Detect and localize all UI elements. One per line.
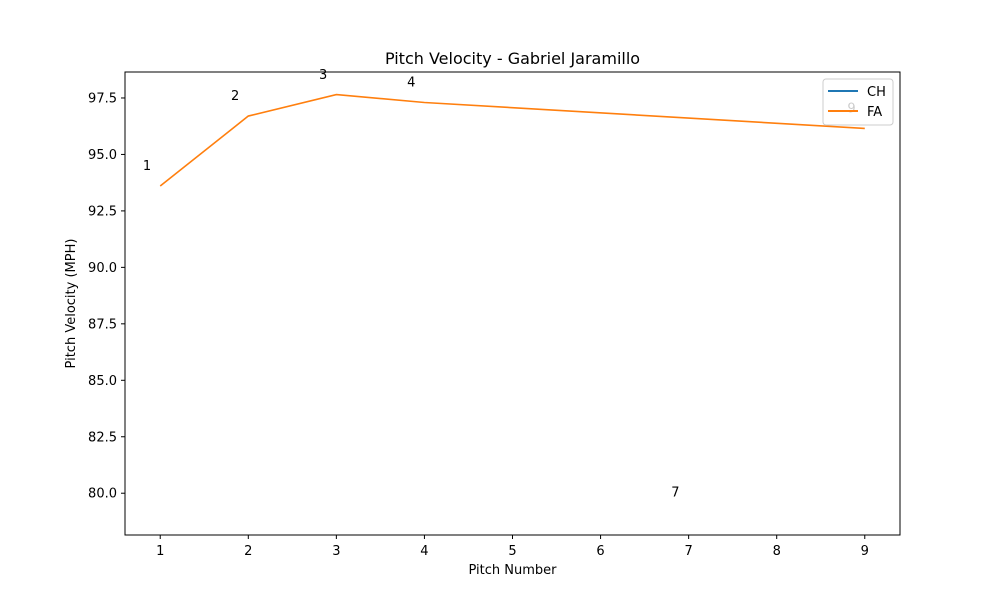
point-annotation: 7 [671, 486, 679, 501]
y-axis-title: Pitch Velocity (MPH) [64, 239, 79, 369]
x-tick-label: 3 [332, 544, 340, 559]
x-tick-label: 1 [156, 544, 164, 559]
series-layer [159, 93, 865, 187]
y-tick-label: 80.0 [88, 487, 117, 502]
x-tick-label: 9 [861, 544, 869, 559]
legend-items: CH FA [828, 85, 886, 120]
y-tick-label: 97.5 [88, 91, 117, 106]
series-line-fa [159, 93, 865, 187]
x-tick-label: 2 [244, 544, 252, 559]
y-tick-label: 85.0 [88, 374, 117, 389]
legend-label-fa: FA [867, 105, 882, 120]
point-annotation: 2 [231, 89, 239, 104]
y-tick-label: 90.0 [88, 261, 117, 276]
y-tick-label: 87.5 [88, 317, 117, 332]
y-tick-label: 92.5 [88, 204, 117, 219]
annotations-layer: 123479 [143, 68, 856, 501]
x-tick-label: 6 [596, 544, 604, 559]
x-tick-label: 4 [420, 544, 428, 559]
point-annotation: 1 [143, 159, 151, 174]
x-tick-label: 5 [508, 544, 516, 559]
y-tick-label: 95.0 [88, 148, 117, 163]
y-ticks: 80.0 82.5 85.0 87.5 90.0 92.5 95.0 97.5 [88, 91, 125, 502]
x-ticks: 1 2 3 4 5 6 7 8 9 [156, 535, 869, 559]
point-annotation: 3 [319, 68, 327, 83]
legend-label-ch: CH [867, 85, 886, 100]
point-annotation: 4 [407, 76, 415, 91]
chart-title: Pitch Velocity - Gabriel Jaramillo [385, 49, 640, 68]
y-tick-label: 82.5 [88, 430, 117, 445]
legend: CH FA [822, 78, 894, 126]
x-tick-label: 7 [684, 544, 692, 559]
plot-frame [124, 71, 901, 536]
x-axis-title: Pitch Number [468, 563, 557, 578]
x-tick-label: 8 [773, 544, 781, 559]
